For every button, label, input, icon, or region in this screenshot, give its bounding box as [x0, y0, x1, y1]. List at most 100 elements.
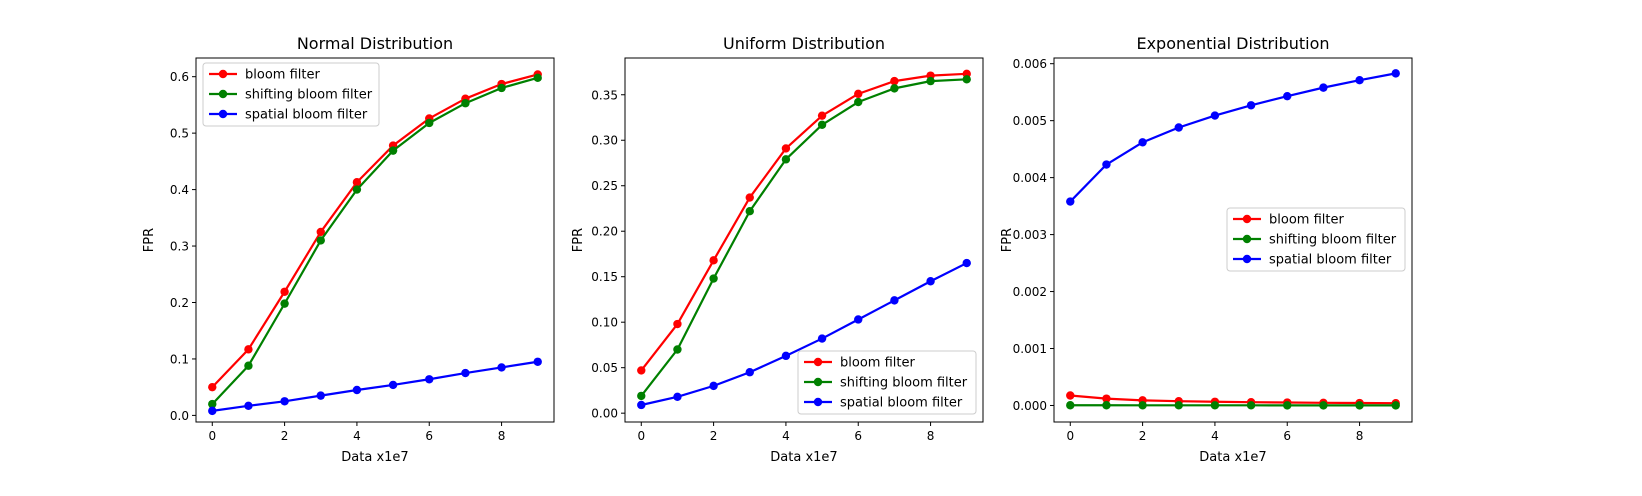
y-tick-label: 0.002 — [1013, 285, 1047, 299]
data-point — [890, 84, 899, 93]
series-line — [212, 360, 538, 412]
data-point — [352, 178, 362, 187]
x-axis-label: Data x1e7 — [341, 450, 408, 465]
x-tick-label: 2 — [281, 429, 289, 443]
data-point — [890, 296, 899, 305]
data-point — [817, 111, 827, 120]
data-point — [244, 401, 253, 410]
data-point — [745, 368, 754, 377]
subplot-3: Exponential Distribution 0 2 4 6 8 0.000 0.001 0… — [1000, 34, 1413, 465]
y-tick-label: 0.003 — [1013, 228, 1047, 242]
x-tick-label: 8 — [927, 429, 935, 443]
legend-box — [797, 350, 977, 415]
data-point — [316, 227, 325, 237]
data-point — [352, 185, 362, 194]
x-tick-label: 0 — [208, 429, 216, 443]
subplot-2: Uniform Distribution 0 2 4 6 8 0.00 0.05 0.10 0.1… — [571, 34, 984, 465]
data-point — [673, 392, 682, 401]
data-point — [709, 381, 718, 391]
series-spatial-bloom-filter — [208, 357, 542, 416]
legend-label: shifting bloom filter — [245, 88, 373, 103]
data-point — [781, 144, 791, 153]
legend-label: spatial bloom filter — [840, 396, 963, 411]
data-point — [425, 118, 434, 128]
series-shifting-bloom-filter — [1066, 401, 1400, 410]
data-point — [316, 391, 325, 400]
y-axis-label: FPR — [1000, 228, 1015, 252]
data-point — [854, 97, 863, 107]
y-tick-label: 0.001 — [1013, 342, 1047, 356]
data-point — [1391, 69, 1400, 78]
data-point — [709, 274, 718, 283]
data-point — [1210, 111, 1220, 120]
y-tick-label: 0.2 — [170, 296, 189, 310]
chart-title: Normal Distribution — [297, 34, 453, 53]
data-point — [388, 146, 398, 155]
axes-frame — [1053, 57, 1413, 423]
series-spatial-bloom-filter — [1066, 69, 1400, 206]
legend-marker — [813, 357, 823, 367]
data-point — [533, 73, 542, 83]
series-shifting-bloom-filter — [637, 75, 971, 401]
data-point — [854, 315, 863, 324]
y-tick-label: 0.10 — [591, 316, 618, 330]
y-tick-label: 0.20 — [591, 225, 618, 239]
x-tick-label: 8 — [498, 429, 506, 443]
y-tick-label: 0.3 — [170, 240, 189, 254]
legend-box — [202, 62, 380, 127]
data-point — [1102, 401, 1111, 410]
y-tick-label: 0.15 — [591, 270, 618, 284]
x-tick-label: 2 — [710, 429, 718, 443]
legend: bloom filter shifting bloom filter spatial… — [1226, 207, 1406, 272]
x-axis-label: Data x1e7 — [1199, 450, 1266, 465]
legend-marker — [813, 377, 823, 387]
series-bloom-filter — [637, 69, 971, 375]
x-tick-label: 0 — [1066, 429, 1074, 443]
y-tick-label: 0.4 — [170, 183, 189, 197]
data-point — [926, 76, 935, 86]
chart-title: Exponential Distribution — [1136, 34, 1329, 53]
data-point — [1246, 401, 1256, 410]
x-tick-label: 6 — [854, 429, 862, 443]
series-line — [211, 76, 539, 405]
x-tick-label: 2 — [1139, 429, 1147, 443]
legend: bloom filter shifting bloom filter spatial… — [797, 350, 977, 415]
data-point — [1138, 401, 1147, 410]
data-point — [709, 256, 718, 265]
y-axis-label: FPR — [571, 228, 586, 252]
y-tick-label: 0.1 — [170, 352, 189, 366]
y-tick-label: 0.5 — [170, 127, 189, 141]
legend-marker — [813, 397, 823, 407]
data-point — [673, 319, 682, 329]
data-point — [461, 368, 470, 378]
legend-label: bloom filter — [1269, 213, 1344, 228]
axes-frame — [624, 57, 984, 423]
legend-marker — [218, 109, 228, 119]
data-point — [637, 400, 646, 410]
data-point — [497, 83, 506, 93]
data-point — [1066, 401, 1075, 410]
data-point — [1391, 401, 1400, 410]
legend-marker — [1242, 214, 1252, 224]
axes-frame — [195, 57, 555, 423]
series-line — [1069, 72, 1396, 203]
y-tick-label: 0.35 — [591, 88, 618, 102]
data-point — [208, 406, 217, 416]
x-tick-label: 4 — [782, 429, 790, 443]
data-point — [425, 375, 434, 384]
data-point — [1174, 123, 1183, 132]
legend-marker — [1242, 234, 1252, 244]
x-axis-label: Data x1e7 — [770, 450, 837, 465]
data-point — [817, 334, 827, 343]
data-point — [1355, 401, 1364, 410]
data-point — [1319, 83, 1328, 92]
x-tick-label: 6 — [425, 429, 433, 443]
data-point — [352, 385, 362, 395]
legend-box — [1226, 207, 1406, 272]
data-point — [461, 99, 470, 108]
data-point — [497, 363, 506, 372]
data-point — [1319, 401, 1328, 410]
data-point — [817, 120, 827, 129]
data-point — [1102, 394, 1111, 403]
